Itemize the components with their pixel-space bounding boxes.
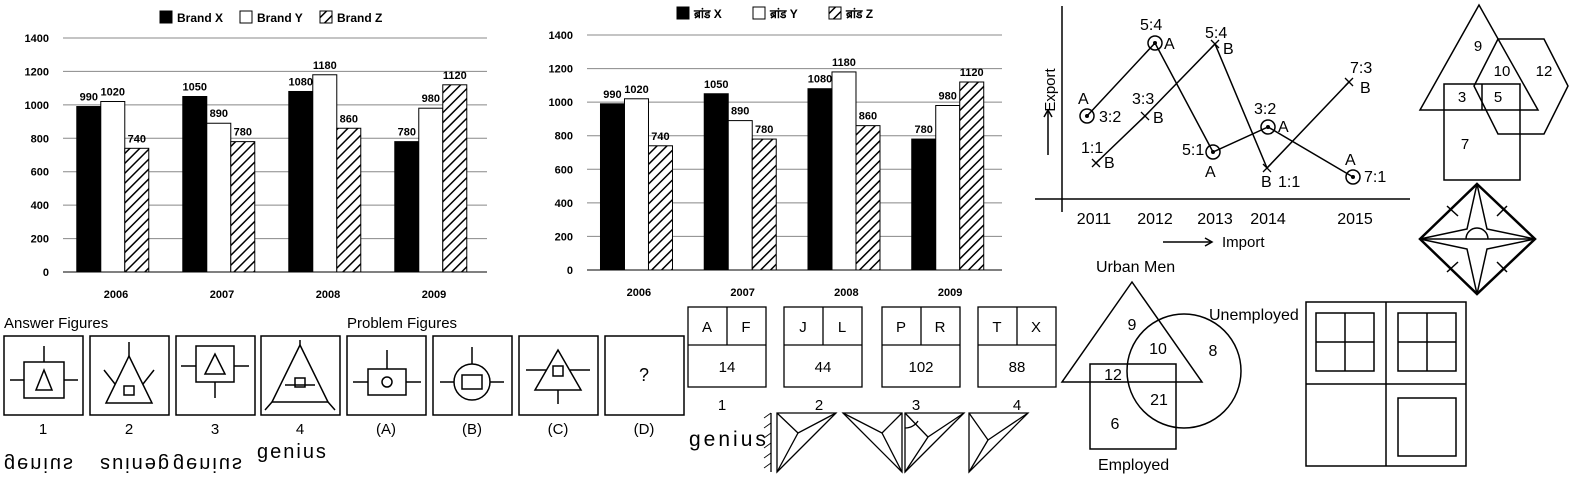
svg-text:3:3: 3:3 (1132, 91, 1154, 108)
svg-text:4: 4 (1013, 397, 1021, 414)
svg-text:7:1: 7:1 (1364, 169, 1386, 186)
mirror-word-1: genius (4, 453, 75, 475)
year-2011: 2011 (1077, 211, 1112, 228)
svg-text:6: 6 (1111, 416, 1120, 433)
svg-text:3: 3 (912, 397, 920, 414)
svg-text:21: 21 (1150, 392, 1168, 409)
svg-text:?: ? (639, 365, 649, 385)
svg-text:P: P (896, 319, 906, 336)
svg-text:T: T (992, 319, 1001, 336)
svg-text:5:1: 5:1 (1182, 142, 1204, 159)
svg-text:(D): (D) (634, 421, 655, 438)
svg-text:A: A (1078, 91, 1089, 108)
svg-text:Urban Men: Urban Men (1096, 259, 1175, 276)
year-2015: 2015 (1337, 211, 1373, 228)
svg-text:2: 2 (815, 397, 823, 414)
svg-text:A: A (1278, 119, 1289, 136)
svg-text:102: 102 (908, 359, 933, 376)
export-label: Export (1042, 67, 1059, 111)
svg-text:5:4: 5:4 (1140, 17, 1162, 34)
svg-text:X: X (1031, 319, 1041, 336)
svg-text:2: 2 (125, 421, 133, 438)
svg-text:(C): (C) (548, 421, 569, 438)
mirror-word-2: genius (98, 453, 169, 475)
svg-text:1: 1 (718, 397, 726, 414)
svg-text:B: B (1153, 110, 1164, 127)
svg-text:A: A (1164, 36, 1175, 53)
svg-text:1:1: 1:1 (1081, 140, 1103, 157)
svg-text:Employed: Employed (1098, 457, 1169, 474)
svg-text:Unemployed: Unemployed (1209, 307, 1299, 324)
svg-text:3: 3 (1458, 89, 1466, 106)
svg-text:44: 44 (815, 359, 832, 376)
year-2014: 2014 (1250, 211, 1286, 228)
svg-text:10: 10 (1494, 63, 1511, 80)
svg-text:L: L (838, 319, 846, 336)
svg-text:F: F (741, 319, 750, 336)
svg-text:7: 7 (1461, 136, 1469, 153)
svg-text:12: 12 (1104, 367, 1122, 384)
import-label: Import (1222, 234, 1265, 251)
svg-text:A: A (702, 319, 712, 336)
answer-figures-title: Answer Figures (4, 315, 108, 332)
mirror-word-4: genius (257, 441, 328, 463)
svg-text:4: 4 (296, 421, 304, 438)
svg-text:5: 5 (1494, 89, 1502, 106)
svg-text:14: 14 (719, 359, 736, 376)
svg-text:7:3: 7:3 (1350, 60, 1372, 77)
svg-text:3: 3 (211, 421, 219, 438)
svg-text:9: 9 (1128, 317, 1137, 334)
svg-text:B: B (1104, 155, 1115, 172)
square-grid-figure (1305, 301, 1467, 467)
year-2012: 2012 (1137, 211, 1173, 228)
svg-text:(A): (A) (376, 421, 396, 438)
svg-text:J: J (799, 319, 807, 336)
svg-text:A: A (1205, 164, 1216, 181)
svg-text:88: 88 (1009, 359, 1026, 376)
svg-text:1:1: 1:1 (1278, 174, 1300, 191)
svg-text:B: B (1261, 174, 1272, 191)
svg-text:5:4: 5:4 (1205, 25, 1227, 42)
svg-text:1: 1 (39, 421, 47, 438)
svg-text:(B): (B) (462, 421, 482, 438)
svg-text:B: B (1360, 80, 1371, 97)
svg-text:10: 10 (1149, 341, 1167, 358)
svg-text:12: 12 (1536, 63, 1553, 80)
year-2013: 2013 (1197, 211, 1233, 228)
mirror-word-3: genius (173, 453, 244, 475)
svg-text:8: 8 (1209, 343, 1218, 360)
svg-text:3:2: 3:2 (1099, 109, 1121, 126)
svg-text:B: B (1223, 41, 1234, 58)
svg-text:3:2: 3:2 (1254, 101, 1276, 118)
svg-text:A: A (1345, 152, 1356, 169)
star-square-figure (1418, 182, 1537, 296)
genius-word: genius (689, 428, 769, 451)
svg-text:R: R (935, 319, 946, 336)
svg-text:9: 9 (1474, 38, 1482, 55)
problem-figures-title: Problem Figures (347, 315, 457, 332)
